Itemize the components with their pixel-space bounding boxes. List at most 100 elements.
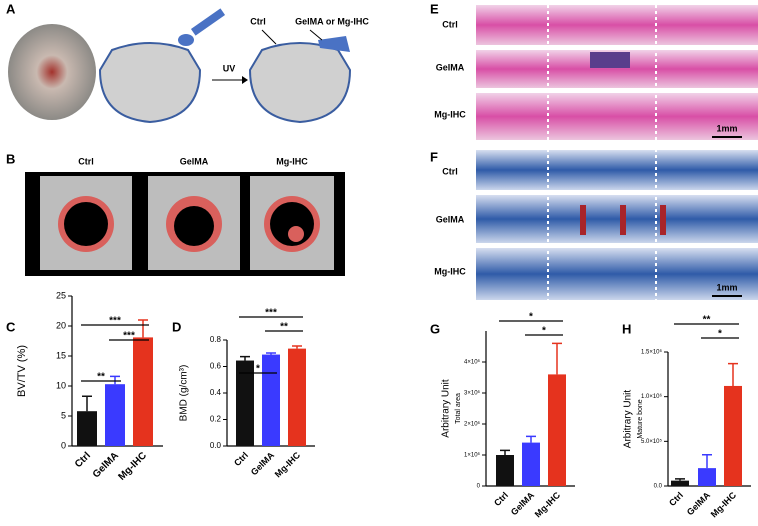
bar	[105, 384, 125, 446]
x-tick-label: Ctrl	[667, 490, 685, 508]
y-tick-label: 20	[56, 320, 66, 330]
y-axis-sublabel: Mature bone	[637, 399, 644, 438]
y-tick-label: 25	[56, 290, 66, 300]
bar	[496, 455, 514, 486]
bar	[548, 374, 566, 486]
y-tick-label: 5.0×10⁵	[641, 438, 663, 445]
panel-label: H	[622, 321, 631, 336]
bar	[262, 354, 280, 446]
y-tick-label: 0.2	[210, 415, 222, 424]
y-axis-sublabel: Total area	[455, 393, 462, 424]
masson-images	[476, 150, 758, 300]
y-tick-label: 3×10⁶	[464, 390, 481, 397]
y-axis-label: Arbitrary Unit	[623, 390, 634, 449]
x-tick-label: Mg-IHC	[273, 450, 303, 480]
masson-label: Ctrl	[442, 166, 458, 176]
x-tick-label: Mg-IHC	[709, 490, 739, 520]
y-tick-label: 15	[56, 350, 66, 360]
panel-label: C	[6, 319, 16, 334]
y-tick-label: 0	[61, 440, 66, 450]
y-tick-label: 0.6	[210, 362, 222, 371]
y-tick-label: 0.0	[210, 441, 222, 450]
scale-label: 1mm	[716, 123, 737, 133]
panel-label: E	[430, 1, 439, 16]
error-bar	[240, 355, 250, 361]
bar	[288, 348, 306, 446]
y-tick-label: 4×10⁶	[464, 359, 481, 366]
y-axis-label: Arbitrary Unit	[441, 379, 452, 438]
micro-ct	[40, 176, 334, 270]
ctrl-label: Ctrl	[250, 16, 266, 26]
y-tick-label: 0.8	[210, 335, 222, 344]
bar	[77, 411, 97, 446]
schematic	[98, 42, 352, 124]
bar	[522, 442, 540, 486]
significance-label: *	[718, 329, 722, 340]
significance-label: ***	[265, 308, 277, 319]
significance-label: **	[703, 315, 711, 326]
error-bar	[292, 345, 302, 349]
significance-label: *	[256, 364, 260, 375]
scale-label: 1mm	[716, 282, 737, 292]
he-images	[476, 5, 758, 140]
error-bar	[500, 449, 510, 455]
micro-ct-label: GelMA	[180, 156, 209, 166]
x-tick-label: Mg-IHC	[116, 450, 149, 483]
y-tick-label: 1.0×10⁶	[641, 393, 663, 400]
bar	[724, 385, 742, 486]
y-tick-label: 1×10⁶	[464, 452, 481, 459]
error-bar	[728, 362, 738, 386]
error-bar	[266, 352, 276, 355]
panel-label: A	[6, 1, 16, 16]
bar	[698, 468, 716, 486]
significance-label: ***	[109, 316, 121, 327]
syringe	[178, 8, 226, 46]
x-tick-label: Ctrl	[73, 450, 93, 470]
y-tick-label: 2×10⁶	[464, 421, 481, 428]
y-axis-label: BV/TV (%)	[16, 345, 28, 397]
defect-lines	[547, 5, 657, 300]
bar	[133, 337, 153, 446]
y-tick-label: 10	[56, 380, 66, 390]
panel-label: B	[6, 151, 15, 166]
pointer	[261, 29, 323, 45]
y-tick-label: 0.0	[654, 484, 663, 490]
y-tick-label: 0	[477, 484, 481, 490]
significance-label: **	[280, 322, 288, 333]
significance-label: *	[529, 312, 533, 323]
significance-label: **	[97, 372, 105, 383]
micro-ct-label: Ctrl	[78, 156, 94, 166]
y-tick-label: 5	[61, 410, 66, 420]
bar	[236, 360, 254, 446]
error-bar	[702, 453, 712, 469]
y-axis-label: BMD (g/cm³)	[179, 365, 190, 422]
error-bar	[552, 342, 562, 375]
he-label: GelMA	[436, 62, 465, 72]
panel-label: F	[430, 149, 438, 164]
y-tick-label: 0.4	[210, 388, 222, 397]
error-bar	[675, 478, 685, 481]
error-bar	[110, 375, 120, 385]
micro-ct-label: Mg-IHC	[276, 156, 308, 166]
y-tick-label: 1.5×10⁶	[641, 349, 663, 356]
x-tick-label: Mg-IHC	[533, 490, 563, 520]
error-bar	[82, 395, 92, 412]
he-label: Mg-IHC	[434, 109, 466, 119]
gel-label: GelMA or Mg-IHC	[295, 16, 369, 26]
significance-label: ***	[123, 331, 135, 342]
masson-label: GelMA	[436, 214, 465, 224]
panel-label: D	[172, 319, 181, 334]
he-label: Ctrl	[442, 19, 458, 29]
arrow-head	[242, 76, 248, 84]
bar	[671, 480, 689, 486]
x-tick-label: Ctrl	[492, 490, 510, 508]
surgery-photo	[8, 24, 96, 120]
error-bar	[138, 319, 148, 338]
hydrogel	[318, 36, 350, 52]
uv-label: UV	[223, 63, 236, 73]
panel-label: G	[430, 321, 440, 336]
x-tick-label: Ctrl	[232, 450, 250, 468]
significance-label: *	[542, 326, 546, 337]
error-bar	[526, 435, 536, 443]
